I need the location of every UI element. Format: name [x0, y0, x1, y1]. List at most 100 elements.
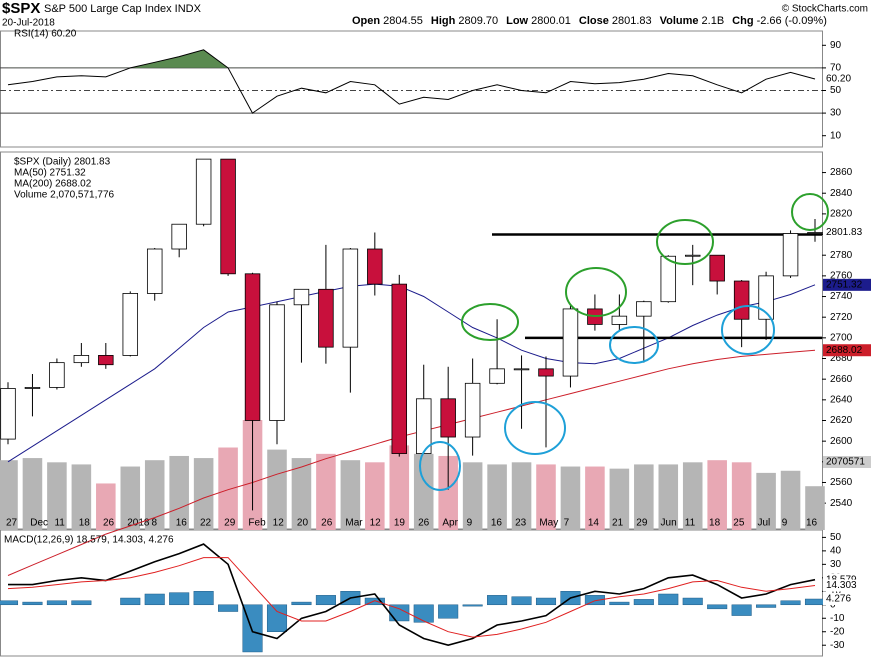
histogram-bar	[804, 598, 826, 606]
histogram-bar	[218, 604, 239, 612]
x-tick-label: 22	[200, 518, 212, 529]
candle-body	[660, 255, 677, 303]
x-tick-label: 11	[685, 518, 696, 529]
histogram-bar	[511, 596, 532, 606]
stat-value: 2804.55	[383, 15, 423, 27]
rsi-line	[7, 49, 816, 114]
stat-label: Open	[352, 15, 380, 27]
histogram-bar	[389, 604, 410, 622]
candle-body	[342, 248, 359, 348]
candle-body	[758, 275, 774, 320]
volume-bar	[609, 468, 630, 530]
candle-body	[49, 362, 65, 388]
y-tick-label: 70	[830, 63, 842, 74]
stat-label: Low	[506, 15, 528, 27]
x-tick-label: 9	[782, 518, 788, 529]
histogram-bar	[633, 599, 654, 606]
stat-label: Volume	[660, 15, 699, 27]
candle-body	[195, 158, 212, 225]
x-tick-label: 18	[79, 518, 91, 529]
volume-bar	[47, 462, 67, 530]
histogram-bar	[266, 604, 288, 632]
symbol-name: S&P 500 Large Cap Index INDX	[44, 3, 202, 15]
candle-body	[391, 283, 408, 454]
y-tick-label: 2660	[830, 374, 853, 385]
y-tick-label: 2600	[830, 436, 853, 447]
candle-body	[146, 248, 163, 294]
histogram-bar	[193, 591, 214, 606]
histogram-bar	[731, 604, 752, 616]
x-tick-label: 29	[636, 518, 648, 529]
volume-bar	[731, 462, 752, 530]
macd-line	[7, 557, 816, 638]
candle-body	[98, 355, 114, 366]
x-tick-label: Mar	[345, 518, 363, 529]
y-tick-label: 40	[830, 546, 842, 557]
volume-bar	[511, 462, 532, 530]
x-tick-label: 25	[733, 518, 745, 529]
candle-body	[220, 158, 236, 275]
y-tick-label: -30	[830, 640, 845, 651]
x-tick-label: 26	[418, 518, 430, 529]
x-tick-label: 29	[224, 518, 236, 529]
x-tick-label: Apr	[442, 518, 458, 529]
candle-body	[0, 388, 16, 440]
x-tick-label: Jul	[758, 518, 771, 529]
y-tick-label: 90	[830, 40, 842, 51]
volume-bar	[340, 460, 361, 530]
candle-body	[489, 368, 505, 384]
moving-average	[7, 283, 816, 463]
volume-bar	[805, 486, 825, 530]
candle-body	[318, 288, 334, 348]
x-tick-label: Jun	[661, 518, 677, 529]
volume-bar	[756, 472, 776, 530]
histogram-bar	[462, 604, 483, 607]
x-tick-label: May	[539, 518, 558, 529]
histogram-bar	[413, 604, 434, 623]
histogram-bar	[364, 597, 385, 606]
y-tick-label: 50	[830, 532, 842, 543]
volume-bar	[218, 447, 238, 530]
histogram-bar	[315, 595, 336, 606]
candle-body	[73, 355, 90, 364]
volume-bar	[193, 458, 214, 530]
candle-body	[122, 293, 139, 356]
y-tick-label: -20	[830, 626, 845, 637]
x-tick-label: 16	[806, 518, 818, 529]
histogram-bar	[144, 593, 165, 606]
last-value-tag	[823, 226, 871, 239]
y-tick-label: 2540	[830, 498, 853, 509]
x-tick-label: 12	[370, 518, 382, 529]
candle-body	[171, 223, 187, 250]
legend-entry: MA(50) 2751.32	[14, 168, 86, 179]
histogram-bar	[22, 601, 43, 606]
x-tick-label: 7	[564, 518, 570, 529]
panel-title: RSI(14) 60.20	[14, 29, 77, 40]
candle-body	[293, 288, 310, 306]
volume-bar	[487, 464, 507, 530]
volume-bar	[120, 466, 141, 530]
histogram-bar	[120, 597, 141, 606]
y-tick-label: 2680	[830, 353, 853, 364]
x-tick-label: 26	[103, 518, 115, 529]
last-value-label: 4.276	[826, 594, 851, 605]
annotation-circle	[791, 193, 829, 231]
panel-title: MACD(12,26,9) 18.579, 14.303, 4.276	[4, 535, 174, 546]
stat-value: 2800.01	[531, 15, 571, 27]
histogram-bar	[780, 600, 801, 606]
volume-bar	[169, 455, 189, 530]
x-tick-label: 14	[588, 518, 600, 529]
histogram-bar	[169, 592, 190, 606]
stat-label: Chg	[732, 15, 753, 27]
moving-average	[7, 349, 816, 576]
x-tick-label: 16	[176, 518, 188, 529]
volume-bar	[780, 470, 801, 530]
volume-bar	[22, 458, 43, 530]
candle-body	[807, 232, 823, 234]
volume-bar	[291, 458, 312, 530]
stat-value: 2.1B	[702, 15, 725, 27]
histogram-bar	[535, 597, 557, 606]
volume-bar	[707, 460, 727, 530]
x-tick-label: Dec	[30, 518, 48, 529]
